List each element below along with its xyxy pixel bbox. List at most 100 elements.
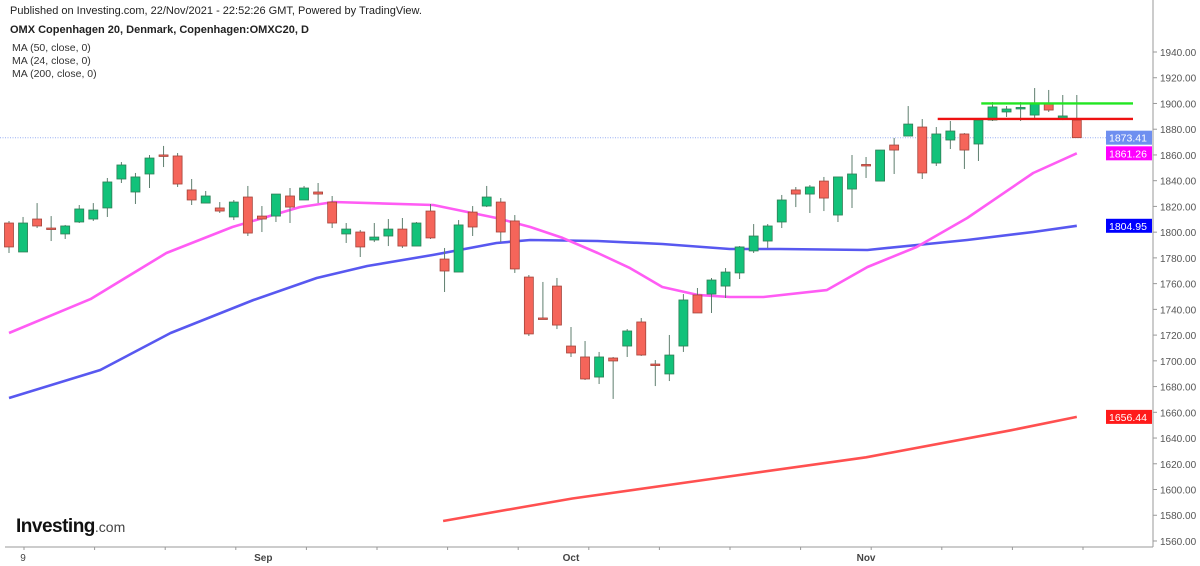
candle-body xyxy=(397,228,408,247)
ma50-value-label-bg xyxy=(1106,218,1152,233)
candle xyxy=(959,133,970,169)
candle-body xyxy=(439,258,450,272)
candle xyxy=(776,194,787,229)
candle xyxy=(566,326,576,357)
price-tick-label: 1560.00 xyxy=(1160,537,1197,548)
price-tick-label: 1760.00 xyxy=(1160,280,1197,291)
candle-body xyxy=(299,187,309,201)
candle-body xyxy=(1071,119,1082,139)
candle xyxy=(538,281,548,320)
candle-body xyxy=(608,357,619,362)
ma200-value-label-bg xyxy=(1106,409,1152,424)
candle-body xyxy=(1001,108,1012,113)
price-tick-label: 1780.00 xyxy=(1160,254,1197,265)
time-tick-label: Sep xyxy=(254,553,272,564)
last-price-label-tag: 1873.41 xyxy=(1106,130,1152,145)
price-tick-label: 1660.00 xyxy=(1160,408,1197,419)
candle xyxy=(1001,106,1012,117)
price-tick-label: 1600.00 xyxy=(1160,486,1197,497)
candle xyxy=(1043,89,1054,112)
logo-brand: Investing xyxy=(16,516,95,537)
candle-body xyxy=(580,356,590,380)
candle xyxy=(397,217,408,248)
candle-body xyxy=(18,222,28,253)
candle-body xyxy=(481,196,492,207)
candle xyxy=(889,137,900,174)
chart-title: OMX Copenhagen 20, Denmark, Copenhagen:O… xyxy=(10,24,309,36)
candle-body xyxy=(411,222,422,247)
ma50-value-label-tag: 1804.95 xyxy=(1106,218,1152,233)
candle-body xyxy=(144,157,155,175)
candle-body xyxy=(102,181,113,209)
candle-body xyxy=(833,176,843,216)
candle-body xyxy=(945,130,956,141)
ma24-value-label-tag: 1861.26 xyxy=(1106,146,1152,161)
candle xyxy=(481,185,492,208)
price-tick-label: 1860.00 xyxy=(1160,151,1197,162)
candle-body xyxy=(734,246,745,274)
candle xyxy=(903,106,914,137)
candle-body xyxy=(242,196,253,234)
price-tick-label: 1680.00 xyxy=(1160,383,1197,394)
ma50-value-label: 1804.95 xyxy=(1109,221,1147,233)
candle-body xyxy=(861,164,871,167)
time-tick-label: Nov xyxy=(857,553,876,564)
candle-body xyxy=(327,201,338,224)
candle-body xyxy=(271,193,281,217)
candle xyxy=(271,193,281,222)
candle-body xyxy=(622,330,633,347)
candle xyxy=(509,215,520,273)
candle xyxy=(650,360,661,387)
candle xyxy=(299,185,309,201)
candle-body xyxy=(285,195,295,208)
candle-body xyxy=(32,218,42,227)
candle-body xyxy=(116,164,127,180)
price-tick-label: 1720.00 xyxy=(1160,331,1197,342)
candle-body xyxy=(425,210,436,239)
candle-body xyxy=(720,271,731,287)
candle-body xyxy=(453,224,464,273)
candle xyxy=(931,127,942,167)
candle xyxy=(256,206,267,233)
candle-body xyxy=(383,228,394,237)
candle-body xyxy=(509,220,520,270)
candle xyxy=(355,229,366,257)
price-tick-label: 1840.00 xyxy=(1160,177,1197,188)
candle-body xyxy=(200,195,211,204)
candle-body xyxy=(762,225,773,242)
candle-body xyxy=(313,191,324,195)
candle xyxy=(706,277,717,313)
candle-body xyxy=(538,317,548,320)
time-tick-label: 9 xyxy=(20,553,26,564)
price-tick-label: 1740.00 xyxy=(1160,305,1197,316)
legend-ma24: MA (24, close, 0) xyxy=(12,55,91,67)
candle xyxy=(130,172,141,204)
candle xyxy=(46,216,57,242)
ma200-value-label: 1656.44 xyxy=(1109,412,1147,424)
candle xyxy=(790,186,801,208)
candle xyxy=(453,220,464,273)
candle xyxy=(664,334,675,382)
candle xyxy=(861,157,871,178)
candle xyxy=(875,149,885,182)
candle xyxy=(762,224,773,248)
price-tick-label: 1900.00 xyxy=(1160,99,1197,110)
candle-body xyxy=(355,231,366,248)
price-tick-label: 1820.00 xyxy=(1160,202,1197,213)
candle xyxy=(748,224,759,253)
candle xyxy=(945,120,956,150)
last-price-label-bg xyxy=(1106,130,1152,145)
candle-body xyxy=(776,199,787,223)
candle xyxy=(833,176,843,222)
candle-body xyxy=(692,294,703,314)
candle-body xyxy=(790,189,801,195)
investing-logo: Investing.com xyxy=(16,516,125,538)
candle xyxy=(636,317,647,356)
candle xyxy=(172,153,183,187)
candle xyxy=(341,223,352,243)
price-tick-label: 1800.00 xyxy=(1160,228,1197,239)
candle xyxy=(425,203,436,239)
candle-body xyxy=(172,155,183,185)
candle xyxy=(692,287,703,314)
